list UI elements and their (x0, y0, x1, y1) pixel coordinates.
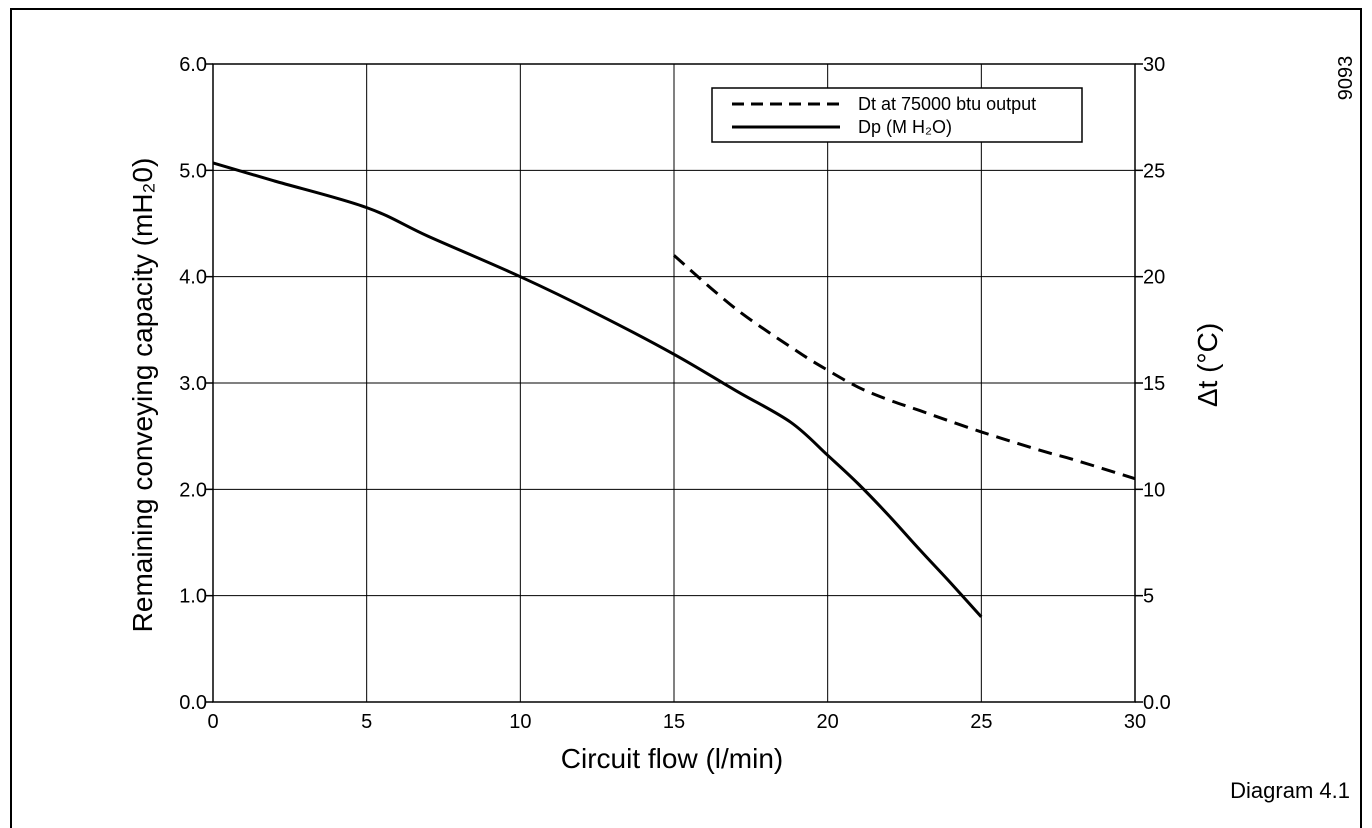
y2-tick-label: 10 (1143, 479, 1165, 501)
y-tick-label: 0.0 (179, 692, 207, 714)
y2-tick-label: 25 (1143, 160, 1165, 182)
y2-tick-label: 0.0 (1143, 692, 1171, 714)
side-code-text: 9093 (1335, 56, 1357, 101)
y2-tick-label: 15 (1143, 373, 1165, 395)
legend-label-dp: Dp (M H₂O) (858, 117, 952, 137)
series-line-dt (673, 254, 1136, 481)
series-lines (212, 161, 1136, 618)
y-tick-label: 5.0 (179, 160, 207, 182)
x-tick-label: 25 (970, 711, 992, 733)
legend-box (711, 87, 1083, 143)
y-axis-label: Remaining conveying capacity (mH₂0) (127, 158, 158, 633)
y-tick-label: 2.0 (179, 479, 207, 501)
y-tick-label: 4.0 (179, 267, 207, 289)
y2-tick-label: 20 (1143, 267, 1165, 289)
x-axis-label: Circuit flow (l/min) (561, 743, 783, 774)
side-code: 9093 (1335, 56, 1357, 101)
y-tick-label: 3.0 (179, 373, 207, 395)
chart-grid (205, 63, 1143, 703)
x-tick-label: 10 (509, 711, 531, 733)
chart-legend: Dt at 75000 btu output Dp (M H₂O) (711, 87, 1083, 143)
x-tick-label: 30 (1124, 711, 1146, 733)
diagram-frame (10, 8, 1362, 828)
y-tick-label: 6.0 (179, 54, 207, 76)
diagram-caption: Diagram 4.1 (1230, 778, 1350, 803)
y2-tick-label: 5 (1143, 586, 1154, 608)
plot-area-border (212, 63, 1136, 703)
tick-labels: 0 5 10 15 20 25 300.01.02.03.04.05.06.00.05101… (179, 54, 1171, 733)
x-tick-label: 0 (207, 711, 218, 733)
series-line-dp (212, 161, 983, 618)
y2-axis-label: Δt (°C) (1192, 323, 1223, 407)
legend-label-dt: Dt at 75000 btu output (858, 94, 1036, 114)
x-tick-label: 5 (361, 711, 372, 733)
y2-tick-label: 30 (1143, 54, 1165, 76)
y-tick-label: 1.0 (179, 586, 207, 608)
x-tick-label: 20 (817, 711, 839, 733)
x-tick-label: 15 (663, 711, 685, 733)
